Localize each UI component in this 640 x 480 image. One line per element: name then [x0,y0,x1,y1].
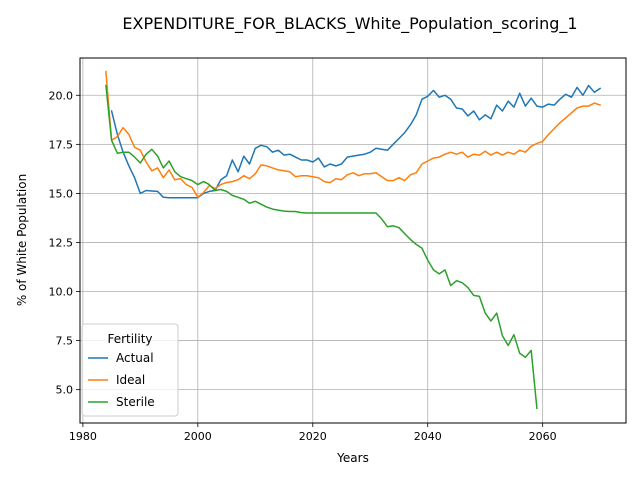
y-tick-label: 17.5 [49,138,74,151]
series-line-actual [110,84,602,199]
plot-frame [79,57,627,424]
series-layer [105,70,602,410]
x-tick-label: 2020 [299,430,327,443]
y-tick-label: 15.0 [49,187,74,200]
y-axis-ticks: 5.0 7.5 10.0 12.5 15.0 17.5 20.0 [49,89,80,397]
legend: Fertility Actual Ideal Sterile [81,323,179,417]
legend-label-actual: Actual [116,351,154,365]
y-tick-label: 7.5 [56,335,74,348]
legend-label-ideal: Ideal [116,373,145,387]
legend-title: Fertility [107,332,152,346]
legend-label-sterile: Sterile [116,395,155,409]
y-tick-label: 20.0 [49,89,74,102]
x-tick-label: 2060 [529,430,557,443]
series-line-sterile [105,84,538,410]
legend-box [81,323,179,417]
y-axis-label: % of White Population [15,174,29,306]
y-tick-label: 10.0 [49,286,74,299]
series-line-ideal [105,70,602,199]
x-tick-label: 2040 [414,430,442,443]
x-tick-label: 1980 [69,430,97,443]
x-axis-ticks: 1980 2000 2020 2040 2060 [69,423,557,443]
x-axis-label: Years [336,451,369,465]
y-tick-label: 12.5 [49,236,74,249]
y-tick-label: 5.0 [56,384,74,397]
x-tick-label: 2000 [184,430,212,443]
chart-title: EXPENDITURE_FOR_BLACKS_White_Population_… [122,14,577,34]
